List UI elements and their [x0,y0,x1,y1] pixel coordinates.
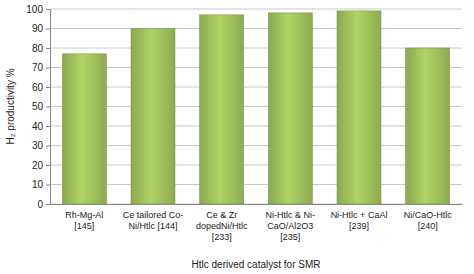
y-tick-label: 60 [32,82,44,93]
x-tick-label-line: Ce & Zr [206,210,237,220]
x-tick-label-line: CaO/Al2O3 [267,221,313,231]
grid-line [50,106,462,107]
x-axis: Rh-Mg-Al[145] Ce tailored Co-Ni/Htlc [144… [51,204,463,242]
y-tick: 90 [32,23,50,34]
grid-line [50,184,462,185]
plot-area: 0 10 20 30 40 50 60 70 80 90 100 Rh-Mg-Al[145] Ce ta… [26,4,462,242]
x-tick-label-line: Rh-Mg-Al [65,210,103,220]
y-tick-label: 80 [32,43,44,54]
bar [131,29,175,205]
y-tick-mark [46,204,50,205]
y-tick-mark [46,146,50,147]
x-tick: Ni-Htlc & Ni-CaO/Al2O3[235] [266,204,316,242]
y-axis-line [46,10,51,205]
x-tick-label: Ni-Htlc + CaAl[239] [331,210,388,231]
x-tick: Ni-Htlc + CaAl[239] [331,204,388,231]
y-tick: 50 [32,101,50,112]
chart: 0 10 20 30 40 50 60 70 80 90 100 Rh-Mg-Al[145] Ce ta… [0,0,474,274]
bar [62,54,106,204]
y-tick-label: 20 [32,160,44,171]
x-tick-label-line: Ni-Htlc & Ni- [266,210,316,220]
y-tick: 80 [32,43,50,54]
y-tick-label: 50 [32,101,44,112]
y-tick-mark [46,126,50,127]
y-tick: 60 [32,82,50,93]
y-tick-label: 90 [32,23,44,34]
x-tick-label-line: [240] [418,221,438,231]
grid-line [50,48,462,49]
y-tick-mark [46,29,50,30]
x-tick-label-line: Ni/Htlc [144] [128,221,177,231]
x-tick-label: Ce & ZrdopedNi/Htlc[233] [196,210,248,242]
bar [268,13,312,204]
grid-line [50,204,462,205]
y-tick: 20 [32,160,50,171]
x-tick-label-line: [233] [212,232,232,242]
y-tick: 10 [32,179,50,190]
y-tick: 100 [26,4,50,15]
x-tick-label-line: Ce tailored Co- [123,210,184,220]
x-tick: Ni/CaO-Htlc[240] [404,204,453,231]
grid-line [50,67,462,68]
x-tick: Rh-Mg-Al[145] [65,204,103,231]
x-axis-title: Htlc derived catalyst for SMR [192,259,321,270]
bar [200,15,244,204]
y-tick-mark [46,87,50,88]
x-tick: Ce tailored Co-Ni/Htlc [144] [123,204,184,231]
x-tick-label-line: dopedNi/Htlc [196,221,248,231]
grid [50,9,462,204]
y-tick-mark [46,48,50,49]
y-axis: 0 10 20 30 40 50 60 70 80 90 100 [26,4,50,210]
grid-line [50,126,462,127]
x-tick-label-line: [239] [349,221,369,231]
y-tick-mark [46,185,50,186]
y-tick: 30 [32,140,50,151]
grid-line [50,87,462,88]
bar [406,48,450,204]
x-tick-label-line: [235] [280,232,300,242]
y-tick: 0 [37,199,50,210]
y-tick-label: 0 [37,199,43,210]
y-tick-mark [46,68,50,69]
y-tick-label: 10 [32,179,44,190]
grid-line [50,165,462,166]
x-tick-label: Ni/CaO-Htlc[240] [404,210,453,231]
y-tick-mark [46,9,50,10]
y-tick: 40 [32,121,50,132]
grid-line [50,145,462,146]
x-tick-label-line: [145] [74,221,94,231]
bars [62,11,449,204]
y-tick: 70 [32,62,50,73]
y-tick-label: 100 [26,4,43,15]
y-tick-label: 40 [32,121,44,132]
bar [337,11,381,204]
y-tick-label: 30 [32,140,44,151]
x-tick-label: Rh-Mg-Al[145] [65,210,103,231]
y-tick-mark [46,165,50,166]
x-tick: Ce & ZrdopedNi/Htlc[233] [196,204,248,242]
x-axis-line [51,204,463,205]
x-tick-label-line: Ni/CaO-Htlc [404,210,453,220]
x-tick-label: Ni-Htlc & Ni-CaO/Al2O3[235] [266,210,316,242]
grid-line [50,28,462,29]
y-tick-mark [46,107,50,108]
y-tick-label: 70 [32,62,44,73]
grid-line [50,9,462,10]
x-tick-label: Ce tailored Co-Ni/Htlc [144] [123,210,184,231]
y-axis-title: H₂ productivity % [5,68,16,144]
x-tick-label-line: Ni-Htlc + CaAl [331,210,388,220]
